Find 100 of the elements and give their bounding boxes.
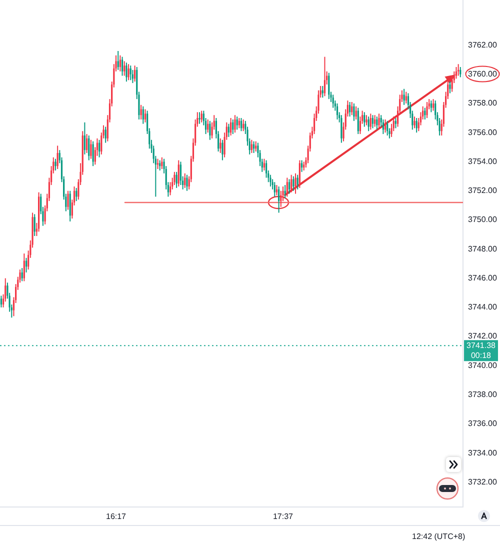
candlestick — [67, 190, 69, 210]
candlestick — [403, 88, 405, 106]
candlestick — [292, 176, 294, 192]
candlestick — [274, 182, 276, 198]
candlestick — [159, 160, 161, 171]
candlestick — [376, 116, 378, 130]
y-tick-label: 3762.00 — [468, 40, 498, 50]
candlestick — [134, 65, 136, 82]
candlestick — [92, 140, 94, 167]
y-tick-label: 3746.00 — [468, 273, 498, 282]
candlestick — [370, 113, 372, 130]
candlestick — [353, 102, 355, 122]
candlestick — [124, 60, 126, 76]
y-tick-label: 3736.00 — [468, 419, 498, 428]
candlestick — [176, 171, 178, 188]
candlestick — [230, 118, 232, 136]
candlestick — [340, 114, 342, 144]
candlestick — [296, 174, 298, 190]
y-tick-label: 3760.00 — [468, 70, 498, 79]
candlestick — [209, 120, 211, 140]
text: 12:42 (UTC+8) — [412, 532, 466, 542]
candlestick — [119, 54, 121, 72]
y-tick-label: 3744.00 — [468, 302, 498, 312]
candlestick — [23, 253, 25, 282]
candlestick — [21, 268, 23, 282]
candlestick — [126, 62, 128, 82]
candlestick — [222, 139, 224, 161]
candlestick — [86, 134, 88, 154]
candlestick — [460, 66, 462, 78]
candlestick — [430, 100, 432, 113]
candlestick — [90, 139, 92, 160]
candlestick — [280, 190, 282, 208]
candlestick — [332, 94, 334, 108]
y-tick-label: 3752.00 — [468, 186, 498, 196]
candlestick — [156, 158, 159, 170]
y-tick-label: 3732.00 — [468, 477, 498, 486]
candlestick — [238, 118, 240, 129]
x-tick-label: 16:17 — [106, 512, 127, 522]
candlestick — [294, 172, 296, 194]
candlestick — [405, 91, 407, 104]
candlestick — [455, 66, 458, 80]
candlestick — [276, 184, 278, 196]
candlestick — [290, 174, 292, 193]
text: 00:18 — [470, 350, 492, 360]
candlestick — [270, 174, 272, 187]
candlestick — [284, 184, 286, 199]
y-tick-label: 3754.00 — [468, 156, 498, 166]
candlestick — [414, 116, 416, 129]
candlestick — [169, 182, 172, 196]
y-tick-label: 3740.00 — [468, 360, 498, 370]
candlestick — [432, 98, 434, 112]
candlestick — [104, 126, 106, 144]
candlestick — [117, 50, 119, 70]
y-tick-label: 3748.00 — [468, 244, 498, 254]
candlestick — [200, 110, 202, 123]
candlestick — [98, 139, 100, 158]
y-tick-label: 3734.00 — [468, 448, 498, 458]
y-tick-label: 3750.00 — [468, 215, 498, 224]
candlestick — [186, 174, 188, 192]
y-tick-label: 3756.00 — [468, 128, 498, 137]
candlestick — [144, 108, 146, 123]
candlestick — [451, 75, 453, 92]
candlestick — [374, 114, 376, 128]
candlestick — [161, 156, 163, 170]
candlestick — [252, 140, 255, 154]
y-tick-label: 3738.00 — [468, 390, 498, 400]
candlestick — [250, 139, 252, 154]
candlestick — [449, 81, 451, 94]
candlestick — [328, 72, 330, 100]
candlestick — [368, 116, 370, 132]
candlestick — [286, 177, 288, 198]
candlestick — [394, 118, 397, 129]
candlestick — [324, 56, 326, 97]
candlestick — [0, 295, 2, 308]
candlestick — [458, 64, 460, 76]
candlestick — [300, 160, 303, 172]
candlestick — [184, 172, 186, 188]
candlestick — [69, 190, 71, 222]
candlestick — [336, 102, 338, 120]
candlestick — [278, 186, 280, 214]
candlestick — [180, 161, 182, 186]
candlestick — [56, 145, 58, 170]
candlestick — [298, 160, 300, 188]
candlestick — [357, 107, 359, 135]
y-tick-label: 3758.00 — [468, 98, 498, 108]
candlestick — [424, 107, 426, 120]
ref-line-label: 3741.38 — [466, 340, 496, 350]
candlestick — [84, 122, 86, 155]
candlestick — [378, 113, 380, 129]
candlestick — [34, 214, 36, 237]
y-tick-label: 3742.00 — [468, 332, 498, 341]
candlestick — [355, 106, 357, 120]
candlestick — [178, 160, 180, 187]
x-tick-label: 17:37 — [272, 512, 294, 522]
candlestick — [234, 114, 236, 134]
candlestick — [54, 158, 56, 171]
candlestick — [426, 101, 428, 119]
candlestick — [255, 140, 257, 152]
candlestick — [128, 64, 130, 81]
candlestick — [130, 65, 132, 81]
